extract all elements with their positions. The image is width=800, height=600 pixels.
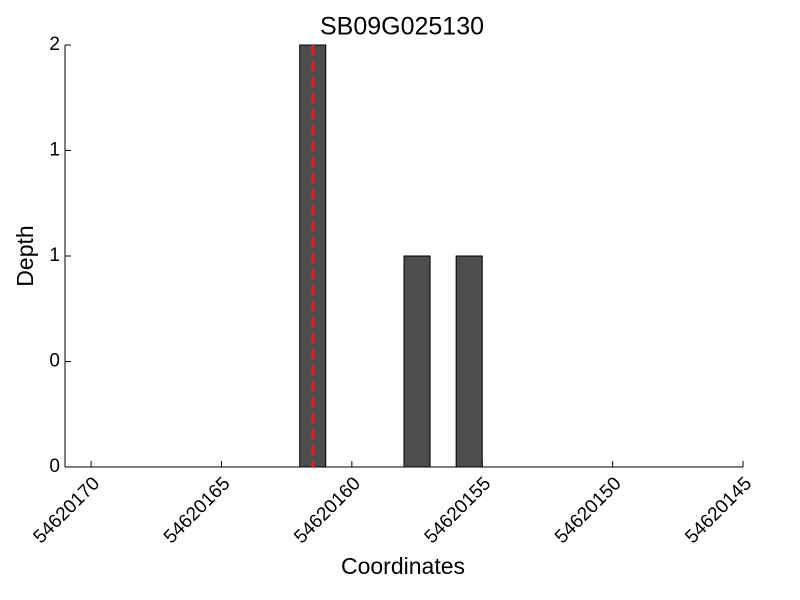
x-axis-label: Coordinates [341,553,465,579]
y-tick-label: 1 [49,140,60,161]
y-tick-label: 2 [49,34,60,55]
y-tick-label: 0 [49,351,60,372]
y-tick-label: 1 [49,245,60,266]
chart-title: SB09G025130 [320,13,484,41]
bar [403,255,431,468]
y-tick-label: 0 [49,456,60,477]
y-axis-label: Depth [12,225,38,286]
bar [455,255,483,468]
